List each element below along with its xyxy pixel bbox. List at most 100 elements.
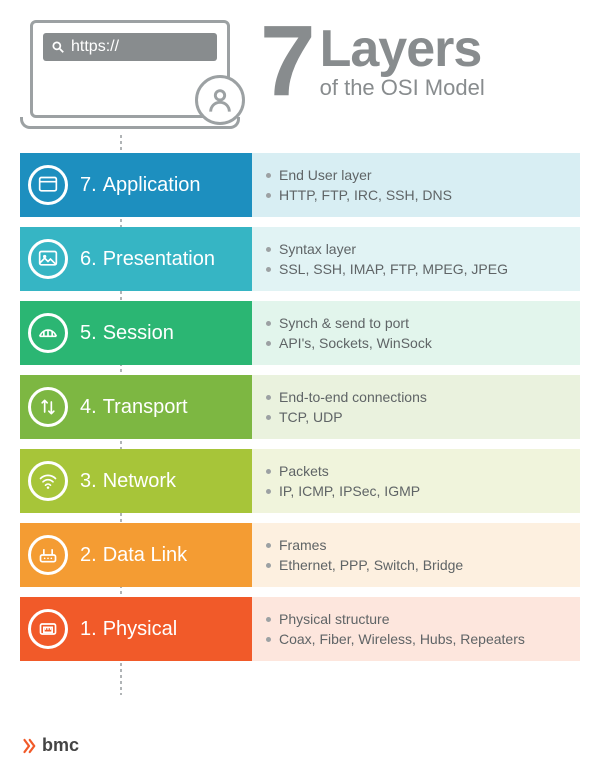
bullet-dot-icon [266,415,271,420]
layer-name: Transport [103,396,188,419]
bullet-item: Packets [266,463,566,479]
layer-label: 4. Transport [20,375,252,439]
title-main: Layers [320,26,485,73]
layer-number: 4. [80,396,97,419]
layer-number: 6. [80,248,97,271]
bullet-item: API's, Sockets, WinSock [266,335,566,351]
layer-name: Presentation [103,248,215,271]
layer-label: 6. Presentation [20,227,252,291]
bullet-item: Ethernet, PPP, Switch, Bridge [266,557,566,573]
bullet-dot-icon [266,469,271,474]
bullet-dot-icon [266,395,271,400]
bullet-dot-icon [266,489,271,494]
layer-details: Synch & send to port API's, Sockets, WinS… [252,301,580,365]
layer-number: 3. [80,470,97,493]
layer-details: Packets IP, ICMP, IPSec, IGMP [252,449,580,513]
layer-row: 6. Presentation Syntax layer SSL, SSH, IMAP… [20,227,580,291]
search-icon [51,40,65,54]
bullet-dot-icon [266,617,271,622]
layer-number: 1. [80,618,97,641]
layer-label: 3. Network [20,449,252,513]
bullet-text: Coax, Fiber, Wireless, Hubs, Repeaters [279,631,525,647]
bullet-dot-icon [266,321,271,326]
bridge-icon [28,313,68,353]
bullet-text: Physical structure [279,611,389,627]
bullet-dot-icon [266,543,271,548]
bullet-item: End-to-end connections [266,389,566,405]
url-text: https:// [71,38,119,56]
laptop-graphic: https:// [20,20,240,135]
layer-row: 4. Transport End-to-end connections TCP, UD… [20,375,580,439]
layer-details: Physical structure Coax, Fiber, Wireless,… [252,597,580,661]
bullet-text: Syntax layer [279,241,356,257]
layer-number: 2. [80,544,97,567]
bullet-text: End-to-end connections [279,389,427,405]
laptop-screen: https:// [30,20,230,118]
avatar-icon [195,75,245,125]
bullet-text: Packets [279,463,329,479]
eth-icon [28,609,68,649]
layer-label: 1. Physical [20,597,252,661]
layer-name: Application [103,174,201,197]
bullet-dot-icon [266,267,271,272]
bullet-item: Syntax layer [266,241,566,257]
layers-list: 7. Application End User layer HTTP, FTP, IR… [20,153,580,661]
layer-label: 7. Application [20,153,252,217]
bullet-item: Physical structure [266,611,566,627]
bullet-text: End User layer [279,167,372,183]
layer-details: End User layer HTTP, FTP, IRC, SSH, DNS [252,153,580,217]
bullet-dot-icon [266,193,271,198]
header: https:// 7 Layers of the OSI Model [20,20,580,135]
bullet-item: TCP, UDP [266,409,566,425]
bullet-item: Synch & send to port [266,315,566,331]
title-number: 7 [260,20,312,102]
bullet-item: Coax, Fiber, Wireless, Hubs, Repeaters [266,631,566,647]
bullet-item: Frames [266,537,566,553]
title-block: 7 Layers of the OSI Model [260,20,485,102]
bullet-text: API's, Sockets, WinSock [279,335,432,351]
layer-row: 5. Session Synch & send to port API's, Sock… [20,301,580,365]
bullet-text: HTTP, FTP, IRC, SSH, DNS [279,187,452,203]
layer-label: 2. Data Link [20,523,252,587]
bullet-item: IP, ICMP, IPSec, IGMP [266,483,566,499]
bullet-dot-icon [266,247,271,252]
url-bar: https:// [43,33,217,61]
bullet-text: Ethernet, PPP, Switch, Bridge [279,557,463,573]
layer-number: 7. [80,174,97,197]
bmc-text: bmc [42,735,79,756]
layer-details: Frames Ethernet, PPP, Switch, Bridge [252,523,580,587]
layer-row: 3. Network Packets IP, ICMP, IPSec, IGMP [20,449,580,513]
layer-label: 5. Session [20,301,252,365]
bullet-text: Synch & send to port [279,315,409,331]
wifi-icon [28,461,68,501]
bullet-dot-icon [266,637,271,642]
bullet-text: Frames [279,537,326,553]
layer-name: Network [103,470,176,493]
bmc-logo: bmc [20,735,79,756]
bullet-item: HTTP, FTP, IRC, SSH, DNS [266,187,566,203]
layer-name: Session [103,322,174,345]
title-text: Layers of the OSI Model [320,20,485,101]
title-sub: of the OSI Model [320,75,485,101]
layer-row: 2. Data Link Frames Ethernet, PPP, Switch, … [20,523,580,587]
bullet-text: TCP, UDP [279,409,343,425]
layer-name: Physical [103,618,177,641]
router-icon [28,535,68,575]
bmc-chevrons-icon [20,737,38,755]
bullet-text: IP, ICMP, IPSec, IGMP [279,483,420,499]
layer-details: Syntax layer SSL, SSH, IMAP, FTP, MPEG, J… [252,227,580,291]
bullet-dot-icon [266,173,271,178]
bullet-dot-icon [266,563,271,568]
layer-name: Data Link [103,544,188,567]
bullet-dot-icon [266,341,271,346]
bullet-text: SSL, SSH, IMAP, FTP, MPEG, JPEG [279,261,508,277]
image-icon [28,239,68,279]
bullet-item: SSL, SSH, IMAP, FTP, MPEG, JPEG [266,261,566,277]
layer-details: End-to-end connections TCP, UDP [252,375,580,439]
layer-row: 7. Application End User layer HTTP, FTP, IR… [20,153,580,217]
app-icon [28,165,68,205]
layer-row: 1. Physical Physical structure Coax, Fiber,… [20,597,580,661]
layer-number: 5. [80,322,97,345]
updown-icon [28,387,68,427]
bullet-item: End User layer [266,167,566,183]
